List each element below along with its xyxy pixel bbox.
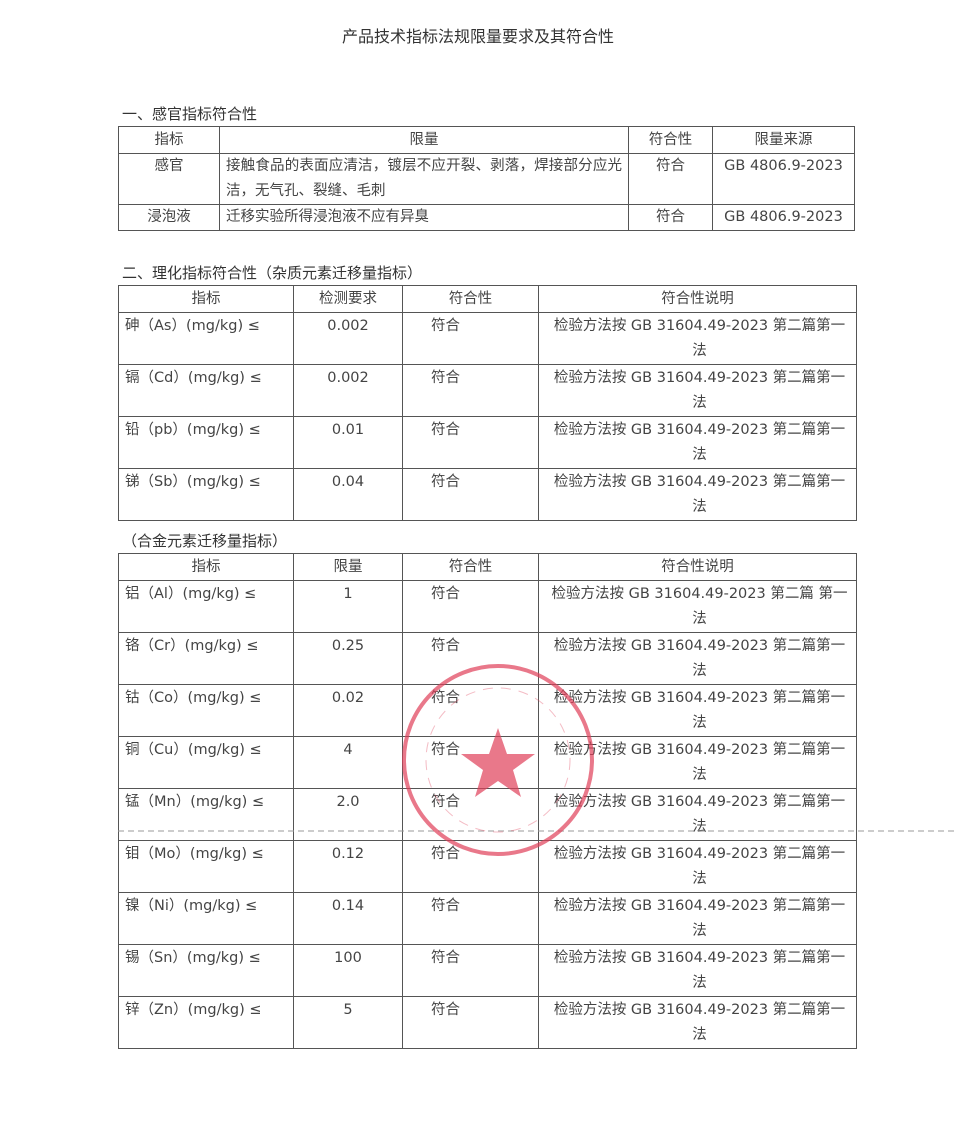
compliance-cell: 符合	[402, 996, 539, 1049]
header-cell: 检测要求	[293, 285, 403, 313]
indicator-cell: 铅（pb）(mg/kg) ≤	[118, 416, 294, 469]
indicator-cell: 镉（Cd）(mg/kg) ≤	[118, 364, 294, 417]
indicator-cell: 锑（Sb）(mg/kg) ≤	[118, 468, 294, 521]
table-row: 锰（Mn）(mg/kg) ≤ 2.0 符合 检验方法按 GB 31604.49-…	[118, 788, 857, 841]
value-cell: 4	[293, 736, 403, 789]
compliance-cell: 符合	[402, 944, 539, 997]
table-row: 锑（Sb）(mg/kg) ≤ 0.04 符合 检验方法按 GB 31604.49…	[118, 468, 857, 521]
indicator-cell: 锌（Zn）(mg/kg) ≤	[118, 996, 294, 1049]
compliance-cell: 符合	[628, 153, 713, 205]
limit-cell: 迁移实验所得浸泡液不应有异臭	[219, 204, 629, 231]
document-page: 产品技术指标法规限量要求及其符合性 一、感官指标符合性 指标 限量 符合性 限量…	[118, 27, 857, 1049]
value-cell: 0.002	[293, 312, 403, 365]
value-cell: 0.04	[293, 468, 403, 521]
note-cell: 检验方法按 GB 31604.49-2023 第二篇第一法	[538, 416, 857, 469]
note-cell: 检验方法按 GB 31604.49-2023 第二篇第一法	[538, 840, 857, 893]
value-cell: 2.0	[293, 788, 403, 841]
indicator-cell: 铝（Al）(mg/kg) ≤	[118, 580, 294, 633]
header-cell: 符合性	[628, 126, 713, 154]
table-row: 铝（Al）(mg/kg) ≤ 1 符合 检验方法按 GB 31604.49-20…	[118, 580, 857, 633]
compliance-cell: 符合	[402, 788, 539, 841]
source-cell: GB 4806.9-2023	[712, 204, 855, 231]
compliance-cell: 符合	[402, 684, 539, 737]
table-row: 锡（Sn）(mg/kg) ≤ 100 符合 检验方法按 GB 31604.49-…	[118, 944, 857, 997]
source-cell: GB 4806.9-2023	[712, 153, 855, 205]
section3-heading: （合金元素迁移量指标）	[122, 532, 288, 550]
table-row: 镉（Cd）(mg/kg) ≤ 0.002 符合 检验方法按 GB 31604.4…	[118, 364, 857, 417]
impurity-table: 指标 检测要求 符合性 符合性说明 砷（As）(mg/kg) ≤ 0.002 符合 检…	[118, 285, 857, 521]
indicator-cell: 铬（Cr）(mg/kg) ≤	[118, 632, 294, 685]
header-cell: 符合性说明	[538, 553, 857, 581]
note-cell: 检验方法按 GB 31604.49-2023 第二篇第一法	[538, 364, 857, 417]
compliance-cell: 符合	[402, 736, 539, 789]
header-cell: 符合性	[402, 553, 539, 581]
header-cell: 限量	[293, 553, 403, 581]
value-cell: 100	[293, 944, 403, 997]
table-header: 指标 限量 符合性 符合性说明	[118, 553, 857, 581]
header-cell: 指标	[118, 553, 294, 581]
compliance-cell: 符合	[402, 364, 539, 417]
note-cell: 检验方法按 GB 31604.49-2023 第二篇第一法	[538, 632, 857, 685]
header-cell: 指标	[118, 285, 294, 313]
sensory-table: 指标 限量 符合性 限量来源 感官 接触食品的表面应清洁，镀层不应开裂、剥落，焊…	[118, 126, 855, 231]
compliance-cell: 符合	[402, 312, 539, 365]
note-cell: 检验方法按 GB 31604.49-2023 第二篇第一法	[538, 944, 857, 997]
table-row: 铬（Cr）(mg/kg) ≤ 0.25 符合 检验方法按 GB 31604.49…	[118, 632, 857, 685]
header-cell: 限量来源	[712, 126, 855, 154]
scan-artifact	[118, 830, 958, 832]
section2-heading: 二、理化指标符合性（杂质元素迁移量指标）	[122, 264, 423, 282]
indicator-cell: 砷（As）(mg/kg) ≤	[118, 312, 294, 365]
table-row: 镍（Ni）(mg/kg) ≤ 0.14 符合 检验方法按 GB 31604.49…	[118, 892, 857, 945]
table-row: 锌（Zn）(mg/kg) ≤ 5 符合 检验方法按 GB 31604.49-20…	[118, 996, 857, 1049]
indicator-cell: 铜（Cu）(mg/kg) ≤	[118, 736, 294, 789]
header-cell: 限量	[219, 126, 629, 154]
note-cell: 检验方法按 GB 31604.49-2023 第二篇第一法	[538, 736, 857, 789]
indicator-cell: 镍（Ni）(mg/kg) ≤	[118, 892, 294, 945]
note-cell: 检验方法按 GB 31604.49-2023 第二篇第一法	[538, 468, 857, 521]
indicator-cell: 钴（Co）(mg/kg) ≤	[118, 684, 294, 737]
value-cell: 5	[293, 996, 403, 1049]
table-row: 浸泡液 迁移实验所得浸泡液不应有异臭 符合 GB 4806.9-2023	[118, 204, 855, 231]
section1-heading: 一、感官指标符合性	[122, 105, 258, 123]
value-cell: 0.14	[293, 892, 403, 945]
table-row: 钴（Co）(mg/kg) ≤ 0.02 符合 检验方法按 GB 31604.49…	[118, 684, 857, 737]
value-cell: 0.12	[293, 840, 403, 893]
limit-cell: 接触食品的表面应清洁，镀层不应开裂、剥落，焊接部分应光洁，无气孔、裂缝、毛刺	[219, 153, 629, 205]
note-cell: 检验方法按 GB 31604.49-2023 第二篇第一法	[538, 788, 857, 841]
table-header: 指标 检测要求 符合性 符合性说明	[118, 285, 857, 313]
indicator-cell: 浸泡液	[118, 204, 220, 231]
compliance-cell: 符合	[628, 204, 713, 231]
table-row: 铅（pb）(mg/kg) ≤ 0.01 符合 检验方法按 GB 31604.49…	[118, 416, 857, 469]
note-cell: 检验方法按 GB 31604.49-2023 第二篇第一法	[538, 684, 857, 737]
header-cell: 指标	[118, 126, 220, 154]
table-row: 铜（Cu）(mg/kg) ≤ 4 符合 检验方法按 GB 31604.49-20…	[118, 736, 857, 789]
table-row: 感官 接触食品的表面应清洁，镀层不应开裂、剥落，焊接部分应光洁，无气孔、裂缝、毛…	[118, 153, 855, 205]
indicator-cell: 锰（Mn）(mg/kg) ≤	[118, 788, 294, 841]
compliance-cell: 符合	[402, 840, 539, 893]
value-cell: 0.25	[293, 632, 403, 685]
note-cell: 检验方法按 GB 31604.49-2023 第二篇 第一法	[538, 580, 857, 633]
compliance-cell: 符合	[402, 416, 539, 469]
table-row: 钼（Mo）(mg/kg) ≤ 0.12 符合 检验方法按 GB 31604.49…	[118, 840, 857, 893]
indicator-cell: 感官	[118, 153, 220, 205]
indicator-cell: 钼（Mo）(mg/kg) ≤	[118, 840, 294, 893]
header-cell: 符合性说明	[538, 285, 857, 313]
value-cell: 0.02	[293, 684, 403, 737]
header-cell: 符合性	[402, 285, 539, 313]
compliance-cell: 符合	[402, 580, 539, 633]
indicator-cell: 锡（Sn）(mg/kg) ≤	[118, 944, 294, 997]
value-cell: 0.01	[293, 416, 403, 469]
alloy-table: 指标 限量 符合性 符合性说明 铝（Al）(mg/kg) ≤ 1 符合 检验方法按 G…	[118, 553, 857, 1049]
table-row: 砷（As）(mg/kg) ≤ 0.002 符合 检验方法按 GB 31604.4…	[118, 312, 857, 365]
value-cell: 1	[293, 580, 403, 633]
compliance-cell: 符合	[402, 632, 539, 685]
table-header: 指标 限量 符合性 限量来源	[118, 126, 855, 154]
page-title: 产品技术指标法规限量要求及其符合性	[341, 27, 614, 46]
note-cell: 检验方法按 GB 31604.49-2023 第二篇第一法	[538, 312, 857, 365]
compliance-cell: 符合	[402, 892, 539, 945]
note-cell: 检验方法按 GB 31604.49-2023 第二篇第一法	[538, 892, 857, 945]
value-cell: 0.002	[293, 364, 403, 417]
compliance-cell: 符合	[402, 468, 539, 521]
note-cell: 检验方法按 GB 31604.49-2023 第二篇第一法	[538, 996, 857, 1049]
